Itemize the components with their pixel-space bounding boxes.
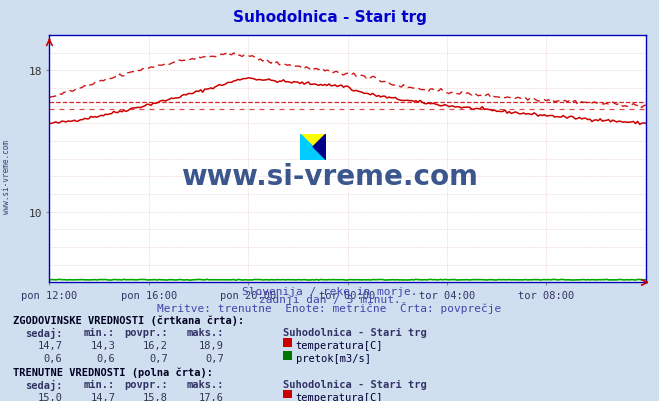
Text: maks.:: maks.: — [186, 328, 224, 338]
Text: sedaj:: sedaj: — [25, 379, 63, 390]
Text: zadnji dan / 5 minut.: zadnji dan / 5 minut. — [258, 294, 401, 304]
Polygon shape — [300, 134, 326, 160]
Text: temperatura[C]: temperatura[C] — [295, 340, 383, 350]
Text: Slovenija / reke in morje.: Slovenija / reke in morje. — [242, 287, 417, 297]
Text: 0,7: 0,7 — [150, 353, 168, 363]
Polygon shape — [300, 134, 326, 160]
Text: Suhodolnica - Stari trg: Suhodolnica - Stari trg — [233, 10, 426, 25]
Text: pretok[m3/s]: pretok[m3/s] — [295, 353, 370, 363]
Text: 0,6: 0,6 — [44, 353, 63, 363]
Text: ZGODOVINSKE VREDNOSTI (črtkana črta):: ZGODOVINSKE VREDNOSTI (črtkana črta): — [13, 315, 244, 325]
Text: 17,6: 17,6 — [199, 392, 224, 401]
Text: www.si-vreme.com: www.si-vreme.com — [181, 162, 478, 190]
Text: 15,0: 15,0 — [38, 392, 63, 401]
Text: temperatura[C]: temperatura[C] — [295, 392, 383, 401]
Text: 18,9: 18,9 — [199, 340, 224, 350]
Text: 16,2: 16,2 — [143, 340, 168, 350]
Text: sedaj:: sedaj: — [25, 328, 63, 338]
Text: min.:: min.: — [84, 379, 115, 389]
Text: 14,7: 14,7 — [90, 392, 115, 401]
Text: 14,7: 14,7 — [38, 340, 63, 350]
Text: povpr.:: povpr.: — [125, 328, 168, 338]
Text: 0,6: 0,6 — [97, 353, 115, 363]
Text: Meritve: trenutne  Enote: metrične  Črta: povprečje: Meritve: trenutne Enote: metrične Črta: … — [158, 301, 501, 313]
Text: 0,7: 0,7 — [206, 353, 224, 363]
Text: www.si-vreme.com: www.si-vreme.com — [2, 140, 11, 213]
Polygon shape — [313, 134, 326, 160]
Text: maks.:: maks.: — [186, 379, 224, 389]
Text: TRENUTNE VREDNOSTI (polna črta):: TRENUTNE VREDNOSTI (polna črta): — [13, 366, 213, 377]
Text: min.:: min.: — [84, 328, 115, 338]
Text: Suhodolnica - Stari trg: Suhodolnica - Stari trg — [283, 379, 427, 389]
Text: povpr.:: povpr.: — [125, 379, 168, 389]
Text: Suhodolnica - Stari trg: Suhodolnica - Stari trg — [283, 328, 427, 338]
Text: 14,3: 14,3 — [90, 340, 115, 350]
Text: 15,8: 15,8 — [143, 392, 168, 401]
